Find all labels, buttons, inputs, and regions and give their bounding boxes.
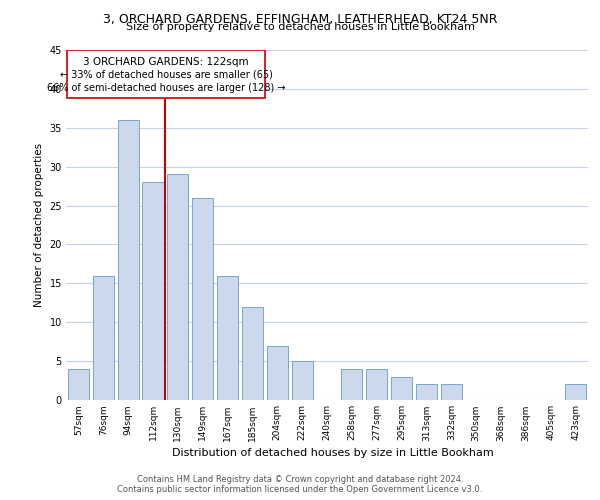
- Text: Size of property relative to detached houses in Little Bookham: Size of property relative to detached ho…: [125, 22, 475, 32]
- Bar: [93, 276, 114, 400]
- Bar: [416, 384, 437, 400]
- Text: ← 33% of detached houses are smaller (65): ← 33% of detached houses are smaller (65…: [59, 70, 272, 80]
- Text: 66% of semi-detached houses are larger (128) →: 66% of semi-detached houses are larger (…: [47, 83, 286, 93]
- Bar: [68, 369, 89, 400]
- Text: 3, ORCHARD GARDENS, EFFINGHAM, LEATHERHEAD, KT24 5NR: 3, ORCHARD GARDENS, EFFINGHAM, LEATHERHE…: [103, 12, 497, 26]
- Bar: [267, 346, 288, 400]
- Bar: [242, 306, 263, 400]
- Text: Contains HM Land Registry data © Crown copyright and database right 2024.: Contains HM Land Registry data © Crown c…: [137, 476, 463, 484]
- Bar: [391, 376, 412, 400]
- FancyBboxPatch shape: [67, 50, 265, 98]
- Bar: [366, 369, 387, 400]
- Bar: [142, 182, 164, 400]
- Bar: [441, 384, 462, 400]
- Bar: [167, 174, 188, 400]
- Bar: [341, 369, 362, 400]
- Bar: [192, 198, 213, 400]
- Bar: [565, 384, 586, 400]
- Text: Distribution of detached houses by size in Little Bookham: Distribution of detached houses by size …: [172, 448, 494, 458]
- Text: 3 ORCHARD GARDENS: 122sqm: 3 ORCHARD GARDENS: 122sqm: [83, 56, 249, 66]
- Bar: [292, 361, 313, 400]
- Bar: [217, 276, 238, 400]
- Bar: [118, 120, 139, 400]
- Text: Contains public sector information licensed under the Open Government Licence v3: Contains public sector information licen…: [118, 484, 482, 494]
- Y-axis label: Number of detached properties: Number of detached properties: [34, 143, 44, 307]
